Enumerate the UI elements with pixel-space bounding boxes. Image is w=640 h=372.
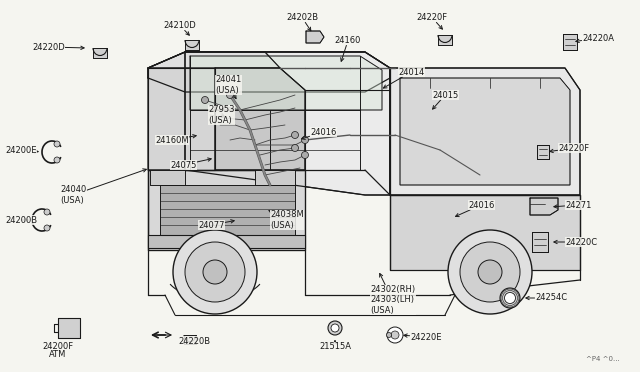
Text: 24220C: 24220C <box>554 237 597 247</box>
Polygon shape <box>532 232 548 252</box>
Circle shape <box>301 137 308 144</box>
Circle shape <box>202 96 209 103</box>
Text: 24220A: 24220A <box>576 33 614 42</box>
Polygon shape <box>438 35 452 45</box>
Polygon shape <box>563 34 577 50</box>
Text: 24220E: 24220E <box>404 333 442 341</box>
Text: 24254C: 24254C <box>526 294 567 302</box>
Polygon shape <box>190 56 382 110</box>
Polygon shape <box>255 170 295 185</box>
Text: 24040
(USA): 24040 (USA) <box>60 169 147 205</box>
Polygon shape <box>148 68 215 170</box>
Circle shape <box>504 292 515 304</box>
Circle shape <box>448 230 532 314</box>
Text: 21515A: 21515A <box>319 341 351 351</box>
Circle shape <box>387 327 403 343</box>
Text: 24202B: 24202B <box>286 13 318 31</box>
Text: 24075: 24075 <box>170 158 211 170</box>
Text: 24160M: 24160M <box>155 135 196 144</box>
Circle shape <box>328 321 342 335</box>
Text: 24160: 24160 <box>335 36 361 61</box>
Polygon shape <box>185 52 390 195</box>
Circle shape <box>173 230 257 314</box>
Text: 24200F: 24200F <box>42 342 74 351</box>
Circle shape <box>301 151 308 158</box>
Text: 24220F: 24220F <box>550 144 589 153</box>
Polygon shape <box>390 195 580 270</box>
Polygon shape <box>148 170 305 250</box>
Text: 24014: 24014 <box>383 67 424 88</box>
Circle shape <box>291 131 298 138</box>
Circle shape <box>291 144 298 151</box>
Text: 24077: 24077 <box>198 220 234 230</box>
Polygon shape <box>148 235 305 248</box>
Text: 24200E: 24200E <box>5 145 38 154</box>
Polygon shape <box>58 318 80 338</box>
Circle shape <box>54 141 60 147</box>
Text: 24271: 24271 <box>554 201 591 209</box>
Circle shape <box>44 209 50 215</box>
Polygon shape <box>537 145 549 159</box>
Circle shape <box>460 242 520 302</box>
Circle shape <box>227 92 234 99</box>
Polygon shape <box>215 68 305 170</box>
Circle shape <box>331 324 339 332</box>
Polygon shape <box>530 198 558 215</box>
Polygon shape <box>160 185 295 235</box>
Polygon shape <box>148 52 280 68</box>
Polygon shape <box>93 48 107 58</box>
Text: 24015: 24015 <box>432 90 458 109</box>
Polygon shape <box>150 170 185 185</box>
Polygon shape <box>306 31 324 43</box>
Text: ^P4 ^0...: ^P4 ^0... <box>586 356 620 362</box>
Text: 24220D: 24220D <box>32 42 84 51</box>
Text: 24220B: 24220B <box>178 337 210 346</box>
Circle shape <box>44 225 50 231</box>
Text: ATM: ATM <box>49 350 67 359</box>
Text: 24302(RH)
24303(LH)
(USA): 24302(RH) 24303(LH) (USA) <box>370 273 415 315</box>
Circle shape <box>500 288 520 308</box>
Text: 24041
(USA): 24041 (USA) <box>215 75 241 99</box>
Text: 24210D: 24210D <box>164 21 196 35</box>
Polygon shape <box>148 52 390 92</box>
Text: 27953
(USA): 27953 (USA) <box>208 105 234 125</box>
Circle shape <box>391 331 399 339</box>
Text: 24038M
(USA): 24038M (USA) <box>269 210 304 230</box>
Text: 24220F: 24220F <box>417 13 447 29</box>
Polygon shape <box>148 52 185 170</box>
Polygon shape <box>390 68 580 195</box>
Text: 24016: 24016 <box>456 201 494 217</box>
Circle shape <box>54 157 60 163</box>
Polygon shape <box>184 335 196 344</box>
Circle shape <box>387 333 392 337</box>
Text: 24016: 24016 <box>301 128 337 140</box>
Polygon shape <box>400 78 570 185</box>
Text: 24200B: 24200B <box>5 215 37 224</box>
Circle shape <box>185 242 245 302</box>
Circle shape <box>478 260 502 284</box>
Circle shape <box>203 260 227 284</box>
Polygon shape <box>185 40 199 50</box>
